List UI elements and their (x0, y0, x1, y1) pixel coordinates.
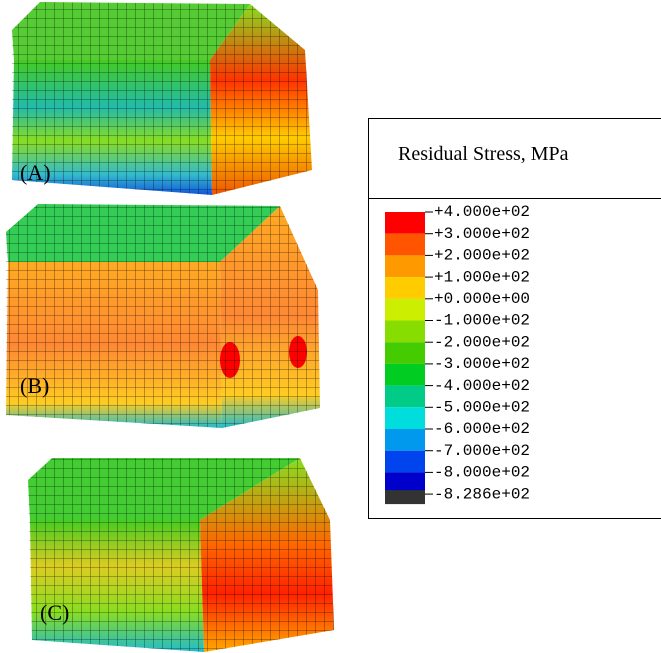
legend-swatch (385, 385, 425, 408)
legend-swatch (385, 255, 425, 278)
legend-swatch (385, 363, 425, 386)
legend-swatch (385, 407, 425, 429)
legend-label: +0.000e+00 (434, 290, 530, 308)
legend-label: -1.000e+02 (434, 312, 530, 330)
model-a (12, 2, 312, 195)
legend-swatch (385, 429, 425, 451)
legend-swatch (385, 212, 425, 234)
legend-label: -6.000e+02 (434, 420, 530, 438)
legend-swatch (385, 298, 425, 321)
legend-label: -8.286e+02 (434, 485, 530, 503)
model-c (28, 458, 334, 652)
legend-swatch (385, 233, 425, 256)
legend-swatch (385, 490, 425, 505)
legend-label: +2.000e+02 (434, 247, 530, 265)
legend-label: -3.000e+02 (434, 355, 530, 373)
legend-label: -7.000e+02 (434, 442, 530, 460)
legend-label: -2.000e+02 (434, 333, 530, 351)
legend-label: +1.000e+02 (434, 268, 530, 286)
legend-swatch (385, 277, 425, 299)
legend-swatch (385, 450, 425, 473)
legend-label: +4.000e+02 (434, 203, 530, 221)
legend: Residual Stress, MPa +4.000e+02 +3.000e+0… (368, 118, 661, 519)
panel-label: (B) (20, 373, 49, 398)
legend-label: +3.000e+02 (434, 225, 530, 243)
legend-label: -5.000e+02 (434, 399, 530, 417)
legend-label: -4.000e+02 (434, 377, 530, 395)
legend-title: Residual Stress, MPa (398, 143, 569, 165)
legend-swatch (385, 320, 425, 343)
model-b (6, 204, 320, 428)
panel-label: (C) (40, 600, 69, 625)
legend-body: +4.000e+02 +3.000e+02 +2.000e+02 +1.000e+02… (385, 203, 530, 505)
legend-swatch (385, 472, 425, 495)
panel-label: (A) (20, 160, 51, 185)
legend-label: -8.000e+02 (434, 464, 530, 482)
legend-swatch (385, 342, 425, 364)
